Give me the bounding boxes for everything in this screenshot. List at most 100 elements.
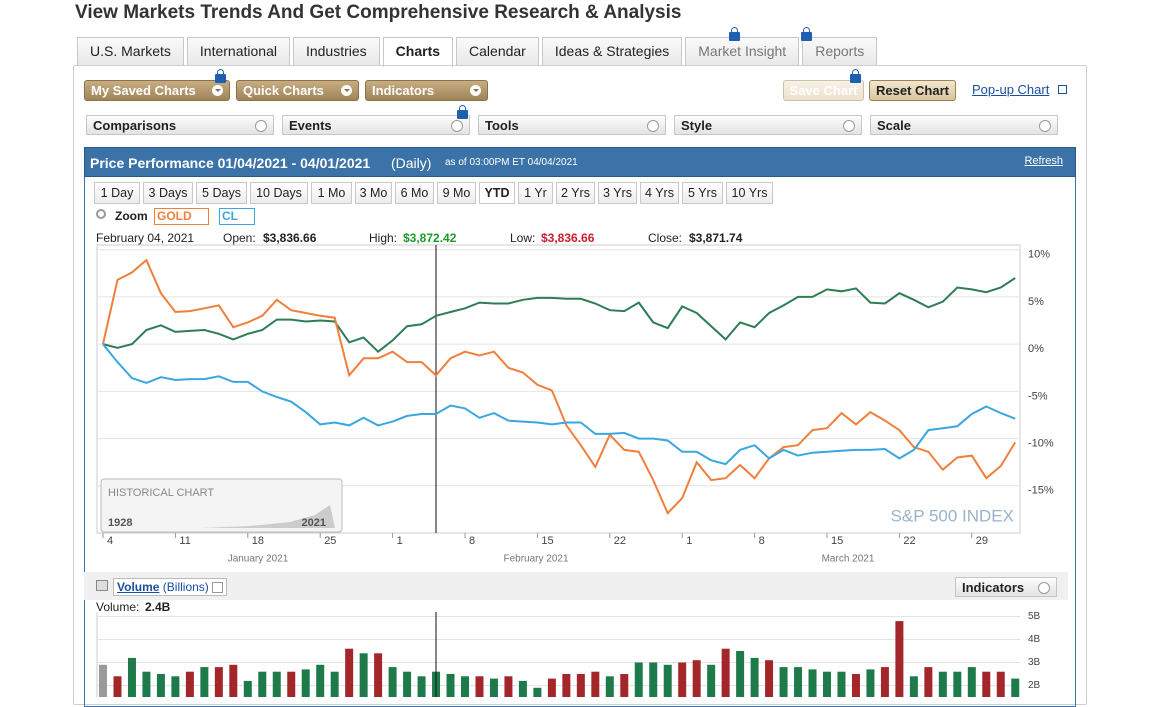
dropdown-arrow <box>647 120 659 132</box>
low-value: $3,836.66 <box>541 231 595 245</box>
popup-link[interactable]: Pop-up Chart <box>972 82 1050 97</box>
tab[interactable]: U.S. Markets <box>77 37 184 65</box>
volume-bar <box>403 671 412 697</box>
close-value: $3,871.74 <box>689 231 743 245</box>
volume-bar <box>924 667 933 697</box>
dropdown[interactable]: Tools <box>478 115 666 135</box>
dropdown-label: Scale <box>877 118 911 133</box>
range-button[interactable]: 10 Yrs <box>726 182 773 204</box>
refresh-link[interactable]: Refresh <box>1024 155 1063 167</box>
volume-bar <box>272 671 281 697</box>
menu-button-label: Quick Charts <box>243 83 324 98</box>
x-tick-label: 8 <box>759 535 765 547</box>
menu-button-label: My Saved Charts <box>91 83 196 98</box>
range-button[interactable]: 1 Mo <box>311 182 352 204</box>
dropdown[interactable]: Style <box>674 115 862 135</box>
x-tick-label: 4 <box>107 535 113 547</box>
volume-bar <box>518 680 527 697</box>
arrow <box>212 85 223 96</box>
menu-button[interactable]: Quick Charts <box>236 80 359 101</box>
range-button[interactable]: 3 Mo <box>355 182 392 204</box>
menu-button[interactable]: My Saved Charts <box>84 80 230 101</box>
dropdown[interactable]: Events <box>282 115 470 135</box>
y-tick-label: 10% <box>1028 249 1050 261</box>
volume-unit: (Billions) <box>162 580 209 594</box>
high-value: $3,872.42 <box>403 231 457 245</box>
range-button[interactable]: 6 Mo <box>395 182 434 204</box>
range-button[interactable]: 9 Mo <box>437 182 476 204</box>
volume-bar <box>880 667 889 697</box>
lock-icon <box>729 27 740 41</box>
volume-bar <box>866 669 875 697</box>
volume-bar <box>475 676 484 697</box>
arrow <box>341 85 352 96</box>
range-button[interactable]: 5 Days <box>196 182 247 204</box>
zoom-label[interactable]: Zoom <box>115 209 148 223</box>
y-tick-label: -5% <box>1028 390 1048 402</box>
panel-asof: as of 03:00PM ET 04/04/2021 <box>445 157 578 168</box>
volume-bar <box>895 621 904 697</box>
volume-title[interactable]: Volume <box>117 580 160 594</box>
volume-bar <box>750 657 759 697</box>
volume-bar <box>243 680 252 697</box>
volume-bar <box>1011 678 1020 697</box>
volume-bar <box>678 662 687 697</box>
volume-value: 2.4B <box>145 600 171 614</box>
dropdown[interactable]: Scale <box>870 115 1058 135</box>
plot-area <box>96 244 1021 534</box>
volume-bar <box>707 664 716 697</box>
x-tick-label: 22 <box>614 535 626 547</box>
volume-title-box: Volume (Billions) <box>113 578 228 596</box>
volume-bar <box>533 687 542 697</box>
close-label: Close: <box>648 231 683 245</box>
tab[interactable]: Market Insight <box>685 37 800 65</box>
action-button[interactable]: Reset Chart <box>869 80 956 101</box>
menu-button-label: Indicators <box>372 83 435 98</box>
volume-bar <box>330 671 339 697</box>
volume-bar <box>634 662 643 697</box>
volume-bar <box>316 664 325 697</box>
volume-bar <box>692 660 701 697</box>
panel-title: Price Performance 01/04/2021 - 04/01/202… <box>90 155 371 171</box>
volume-bar <box>258 671 267 697</box>
high-label: High: <box>369 231 398 245</box>
volume-bar <box>808 669 817 697</box>
volume-bar <box>417 676 426 697</box>
dropdown-arrow <box>1039 120 1051 132</box>
range-button[interactable]: 5 Yrs <box>682 182 723 204</box>
volume-indicators[interactable]: Indicators <box>955 577 1057 597</box>
volume-bar <box>156 674 165 697</box>
volume-bar <box>823 671 831 697</box>
tab[interactable]: International <box>186 37 290 65</box>
tab[interactable]: Reports <box>802 37 878 65</box>
menu-button[interactable]: Indicators <box>365 80 488 101</box>
zoom-icon <box>96 209 106 219</box>
series-line <box>102 277 1016 354</box>
legend-entry[interactable]: GOLD <box>154 208 209 225</box>
action-button[interactable]: Save Chart <box>783 80 864 101</box>
close-box[interactable] <box>212 582 224 594</box>
tab[interactable]: Industries <box>292 37 380 65</box>
volume-bar <box>620 674 629 697</box>
low-label: Low: <box>510 231 536 245</box>
range-button[interactable]: 1 Day <box>94 182 140 204</box>
range-button[interactable]: 10 Days <box>250 182 308 204</box>
volume-bar <box>576 674 585 697</box>
range-button[interactable]: 3 Yrs <box>598 182 637 204</box>
dropdown[interactable]: Comparisons <box>86 115 274 135</box>
dropdown-arrow <box>255 120 267 132</box>
x-tick-label: 11 <box>179 535 190 547</box>
tab[interactable]: Ideas & Strategies <box>541 37 683 65</box>
x-tick-label: 15 <box>831 535 843 547</box>
range-button[interactable]: YTD <box>479 182 515 204</box>
tab[interactable]: Charts <box>382 37 454 67</box>
volume-bar <box>214 667 223 697</box>
range-button[interactable]: 3 Days <box>143 182 193 204</box>
volume-bar <box>345 648 354 697</box>
volume-bar <box>649 662 658 697</box>
range-button[interactable]: 4 Yrs <box>640 182 679 204</box>
range-button[interactable]: 2 Yrs <box>556 182 595 204</box>
range-button[interactable]: 1 Yr <box>518 182 553 204</box>
tab[interactable]: Calendar <box>456 37 539 65</box>
legend-entry[interactable]: CL <box>219 208 255 225</box>
